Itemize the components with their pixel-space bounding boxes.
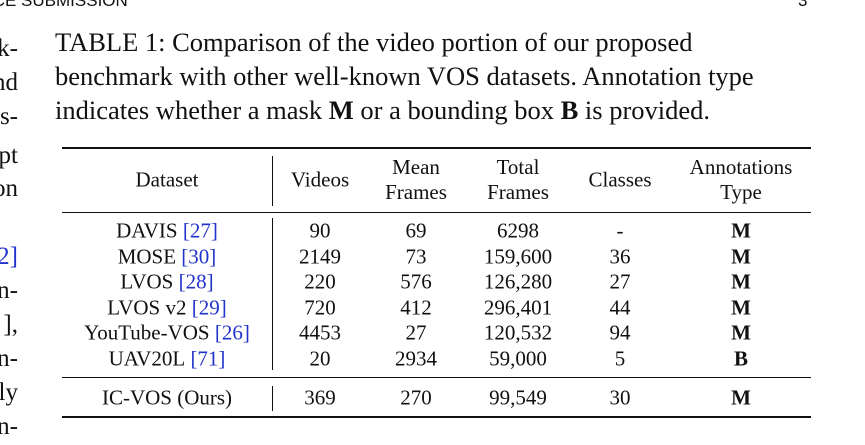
table-cell: 4453 <box>299 320 341 345</box>
bottom-rule <box>62 416 811 418</box>
header-text: Type <box>720 180 762 204</box>
header-text: Frames <box>385 180 447 204</box>
table-cell: 6298 <box>497 218 539 243</box>
caption-line: TABLE 1: Comparison of the video portion… <box>55 27 693 57</box>
table-cell: 99,549 <box>489 385 547 410</box>
citation: [27] <box>182 218 218 243</box>
table-cell: M <box>731 218 751 243</box>
column-separator <box>272 218 273 370</box>
dataset-cell: MOSE [30] <box>118 244 217 269</box>
table-cell: 369 <box>304 385 336 410</box>
caption-text: or a bounding box <box>353 95 561 125</box>
dataset-name: DAVIS <box>116 218 178 243</box>
top-rule <box>62 147 811 149</box>
table-cell: 27 <box>405 320 427 345</box>
column-separator <box>272 386 273 411</box>
dataset-cell: LVOS [28] <box>120 270 213 295</box>
column-fragment: n- <box>0 413 18 440</box>
table-cell: 94 <box>609 320 631 345</box>
column-separator <box>272 156 273 206</box>
running-header: ICE SUBMISSION <box>0 0 128 10</box>
citation: [29] <box>191 295 227 320</box>
table-cell: 44 <box>609 295 631 320</box>
caption-text: is provided. <box>578 95 711 125</box>
header-text: Dataset <box>135 167 199 192</box>
dataset-name: LVOS <box>120 269 174 294</box>
table-cell: 5 <box>614 346 626 371</box>
table-cell: M <box>731 269 751 294</box>
dataset-name: YouTube-VOS <box>84 320 210 345</box>
caption-line: indicates whether a mask M or a bounding… <box>55 93 710 127</box>
dataset-name: LVOS v2 <box>107 295 187 320</box>
header-text: Classes <box>588 167 652 192</box>
dataset-name: MOSE <box>117 244 177 269</box>
table-cell: 27 <box>609 269 631 294</box>
table-cell: 20 <box>309 346 331 371</box>
table-cell: M <box>731 385 751 410</box>
mid-rule <box>62 212 811 213</box>
column-fragment: n- <box>0 277 18 304</box>
table-cell: 30 <box>609 385 631 410</box>
header-cell: Total Frames <box>487 155 549 205</box>
header-text: Annotations <box>689 155 793 179</box>
caption-bold: B <box>560 95 579 125</box>
header-cell: Mean Frames <box>385 155 447 205</box>
dataset-cell: UAV20L [71] <box>109 347 226 372</box>
citation: [26] <box>214 320 250 345</box>
column-fragment: ], <box>3 311 18 338</box>
header-cell: Classes <box>589 168 652 193</box>
header-text: Videos <box>290 167 350 192</box>
header-cell: Annotations Type <box>690 155 793 205</box>
table-cell: 2934 <box>395 346 437 371</box>
table-cell: 159,600 <box>483 244 553 269</box>
table-cell: 720 <box>304 295 336 320</box>
table-cell: M <box>731 320 751 345</box>
column-fragment: pt <box>0 142 18 169</box>
column-fragment: nd <box>0 69 18 96</box>
table-cell: 73 <box>405 244 427 269</box>
citation: [71] <box>190 346 226 371</box>
table-cell: 270 <box>400 385 432 410</box>
table-cell: M <box>731 244 751 269</box>
header-text: Frames <box>487 180 549 204</box>
caption-line: benchmark with other well-known VOS data… <box>55 61 754 91</box>
table-cell: B <box>733 346 749 371</box>
table-cell: 2149 <box>299 244 341 269</box>
column-fragment: s- <box>0 103 18 130</box>
header-cell: Videos <box>291 168 349 193</box>
column-fragment: on <box>0 175 18 202</box>
caption-text: indicates whether a mask <box>55 95 329 125</box>
header-cell: Dataset <box>136 168 199 193</box>
dataset-cell: YouTube-VOS [26] <box>84 321 250 346</box>
column-fragment: 2] <box>0 243 18 270</box>
dataset-cell: LVOS v2 [29] <box>107 295 226 320</box>
dataset-name: UAV20L <box>108 346 186 371</box>
page-number: 3 <box>798 0 808 10</box>
citation: [28] <box>178 269 214 294</box>
table-cell: 36 <box>609 244 631 269</box>
caption-bold: M <box>328 95 354 125</box>
table-cell: 120,532 <box>483 320 553 345</box>
table-cell: 69 <box>405 218 427 243</box>
table-cell: 126,280 <box>483 269 553 294</box>
table-cell: 576 <box>400 269 432 294</box>
table-cell: 59,000 <box>489 346 547 371</box>
column-fragment: ly <box>0 379 18 406</box>
citation: [30] <box>181 244 217 269</box>
table-cell: 296,401 <box>483 295 553 320</box>
table-cell: - <box>616 218 624 243</box>
column-fragment: k- <box>0 35 18 62</box>
table-cell: 220 <box>304 269 336 294</box>
mid-rule <box>62 377 811 378</box>
table-cell: 90 <box>309 218 331 243</box>
table-cell: 412 <box>400 295 432 320</box>
dataset-cell: DAVIS [27] <box>116 219 218 244</box>
column-fragment: n- <box>0 345 18 372</box>
table-cell: M <box>731 295 751 320</box>
header-text: Total <box>496 155 540 179</box>
header-text: Mean <box>392 155 440 179</box>
dataset-name: IC-VOS (Ours) <box>101 385 233 410</box>
dataset-cell: IC-VOS (Ours) <box>102 386 232 411</box>
